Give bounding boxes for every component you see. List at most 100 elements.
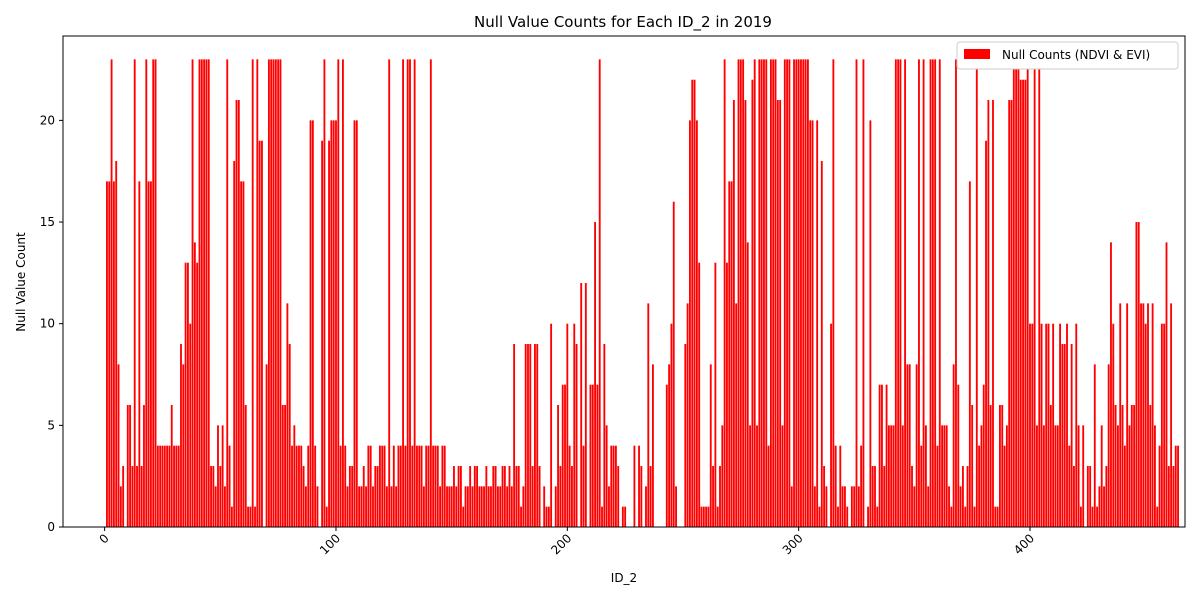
bar: [422, 486, 425, 527]
bar: [1121, 405, 1124, 527]
bar: [730, 181, 733, 527]
bar: [173, 445, 175, 527]
bar: [885, 384, 888, 527]
bar: [887, 425, 890, 527]
bar: [931, 59, 934, 527]
bar: [753, 59, 756, 527]
bar: [379, 445, 381, 527]
bar: [959, 486, 962, 527]
bar: [707, 506, 710, 527]
bar: [524, 344, 527, 527]
bar: [335, 120, 337, 528]
bar: [668, 364, 671, 527]
bar: [1163, 323, 1166, 527]
x-tick-label: 100: [317, 531, 343, 557]
bar: [159, 445, 162, 527]
bar: [513, 344, 516, 527]
bar: [638, 445, 640, 527]
bar: [1079, 506, 1082, 527]
bar: [742, 59, 745, 527]
bar: [818, 506, 821, 527]
bar: [353, 120, 356, 528]
bar: [924, 425, 927, 527]
bar: [975, 59, 978, 527]
bar: [1165, 242, 1168, 528]
bar: [603, 344, 606, 527]
bar: [624, 506, 627, 527]
bar: [589, 384, 592, 527]
bar: [163, 445, 166, 527]
bar: [726, 262, 728, 527]
bar: [1052, 323, 1055, 527]
bar: [672, 201, 675, 527]
bar: [402, 59, 404, 527]
bar: [355, 120, 358, 528]
bar: [749, 425, 752, 527]
bar: [751, 79, 754, 528]
bar: [904, 59, 906, 527]
bar: [686, 303, 689, 527]
bar: [985, 140, 987, 527]
bar: [1110, 242, 1112, 528]
bar: [448, 486, 451, 527]
bar: [906, 364, 909, 527]
bar: [434, 445, 437, 527]
bar: [781, 425, 784, 527]
bar: [1031, 323, 1034, 527]
bar: [857, 486, 860, 527]
bar: [131, 466, 134, 527]
bar: [573, 323, 576, 527]
bar: [385, 486, 388, 527]
bar: [534, 344, 536, 527]
bar: [362, 466, 365, 527]
bar: [325, 506, 328, 527]
bar: [973, 506, 976, 527]
bar: [698, 262, 701, 527]
bar: [795, 59, 798, 527]
bar: [267, 59, 270, 527]
bar: [1082, 425, 1085, 527]
bar: [913, 486, 916, 527]
bar: [860, 445, 863, 527]
bar: [800, 59, 802, 527]
bar: [820, 161, 823, 528]
bar: [302, 466, 305, 527]
bar: [1038, 59, 1041, 527]
bar: [284, 405, 287, 527]
bar: [404, 445, 407, 527]
bar: [224, 486, 226, 527]
bar: [894, 59, 897, 527]
bar: [841, 486, 844, 527]
bar: [735, 303, 738, 527]
bar: [971, 405, 974, 527]
bar: [339, 445, 342, 527]
bar: [837, 506, 839, 527]
legend-swatch: [964, 49, 990, 59]
bar: [1103, 486, 1105, 527]
bar: [853, 486, 856, 527]
bar: [187, 262, 189, 527]
bar: [214, 486, 217, 527]
bar: [568, 445, 571, 527]
bar: [601, 506, 603, 527]
bar: [1010, 100, 1013, 527]
bar: [270, 59, 273, 527]
bar: [1105, 466, 1108, 527]
bar: [728, 181, 731, 527]
bar: [247, 506, 249, 527]
bar: [793, 59, 795, 527]
bar: [193, 242, 196, 528]
bar: [1042, 425, 1045, 527]
bar: [996, 506, 999, 527]
bar: [323, 59, 326, 527]
bar: [665, 384, 668, 527]
bar: [473, 466, 476, 527]
bar: [689, 120, 691, 528]
y-tick-label: 20: [40, 113, 55, 127]
bar: [739, 59, 742, 527]
bar: [1075, 323, 1078, 527]
bar: [439, 486, 442, 527]
bar: [719, 466, 721, 527]
y-tick-label: 15: [40, 215, 55, 229]
bar: [406, 59, 409, 527]
